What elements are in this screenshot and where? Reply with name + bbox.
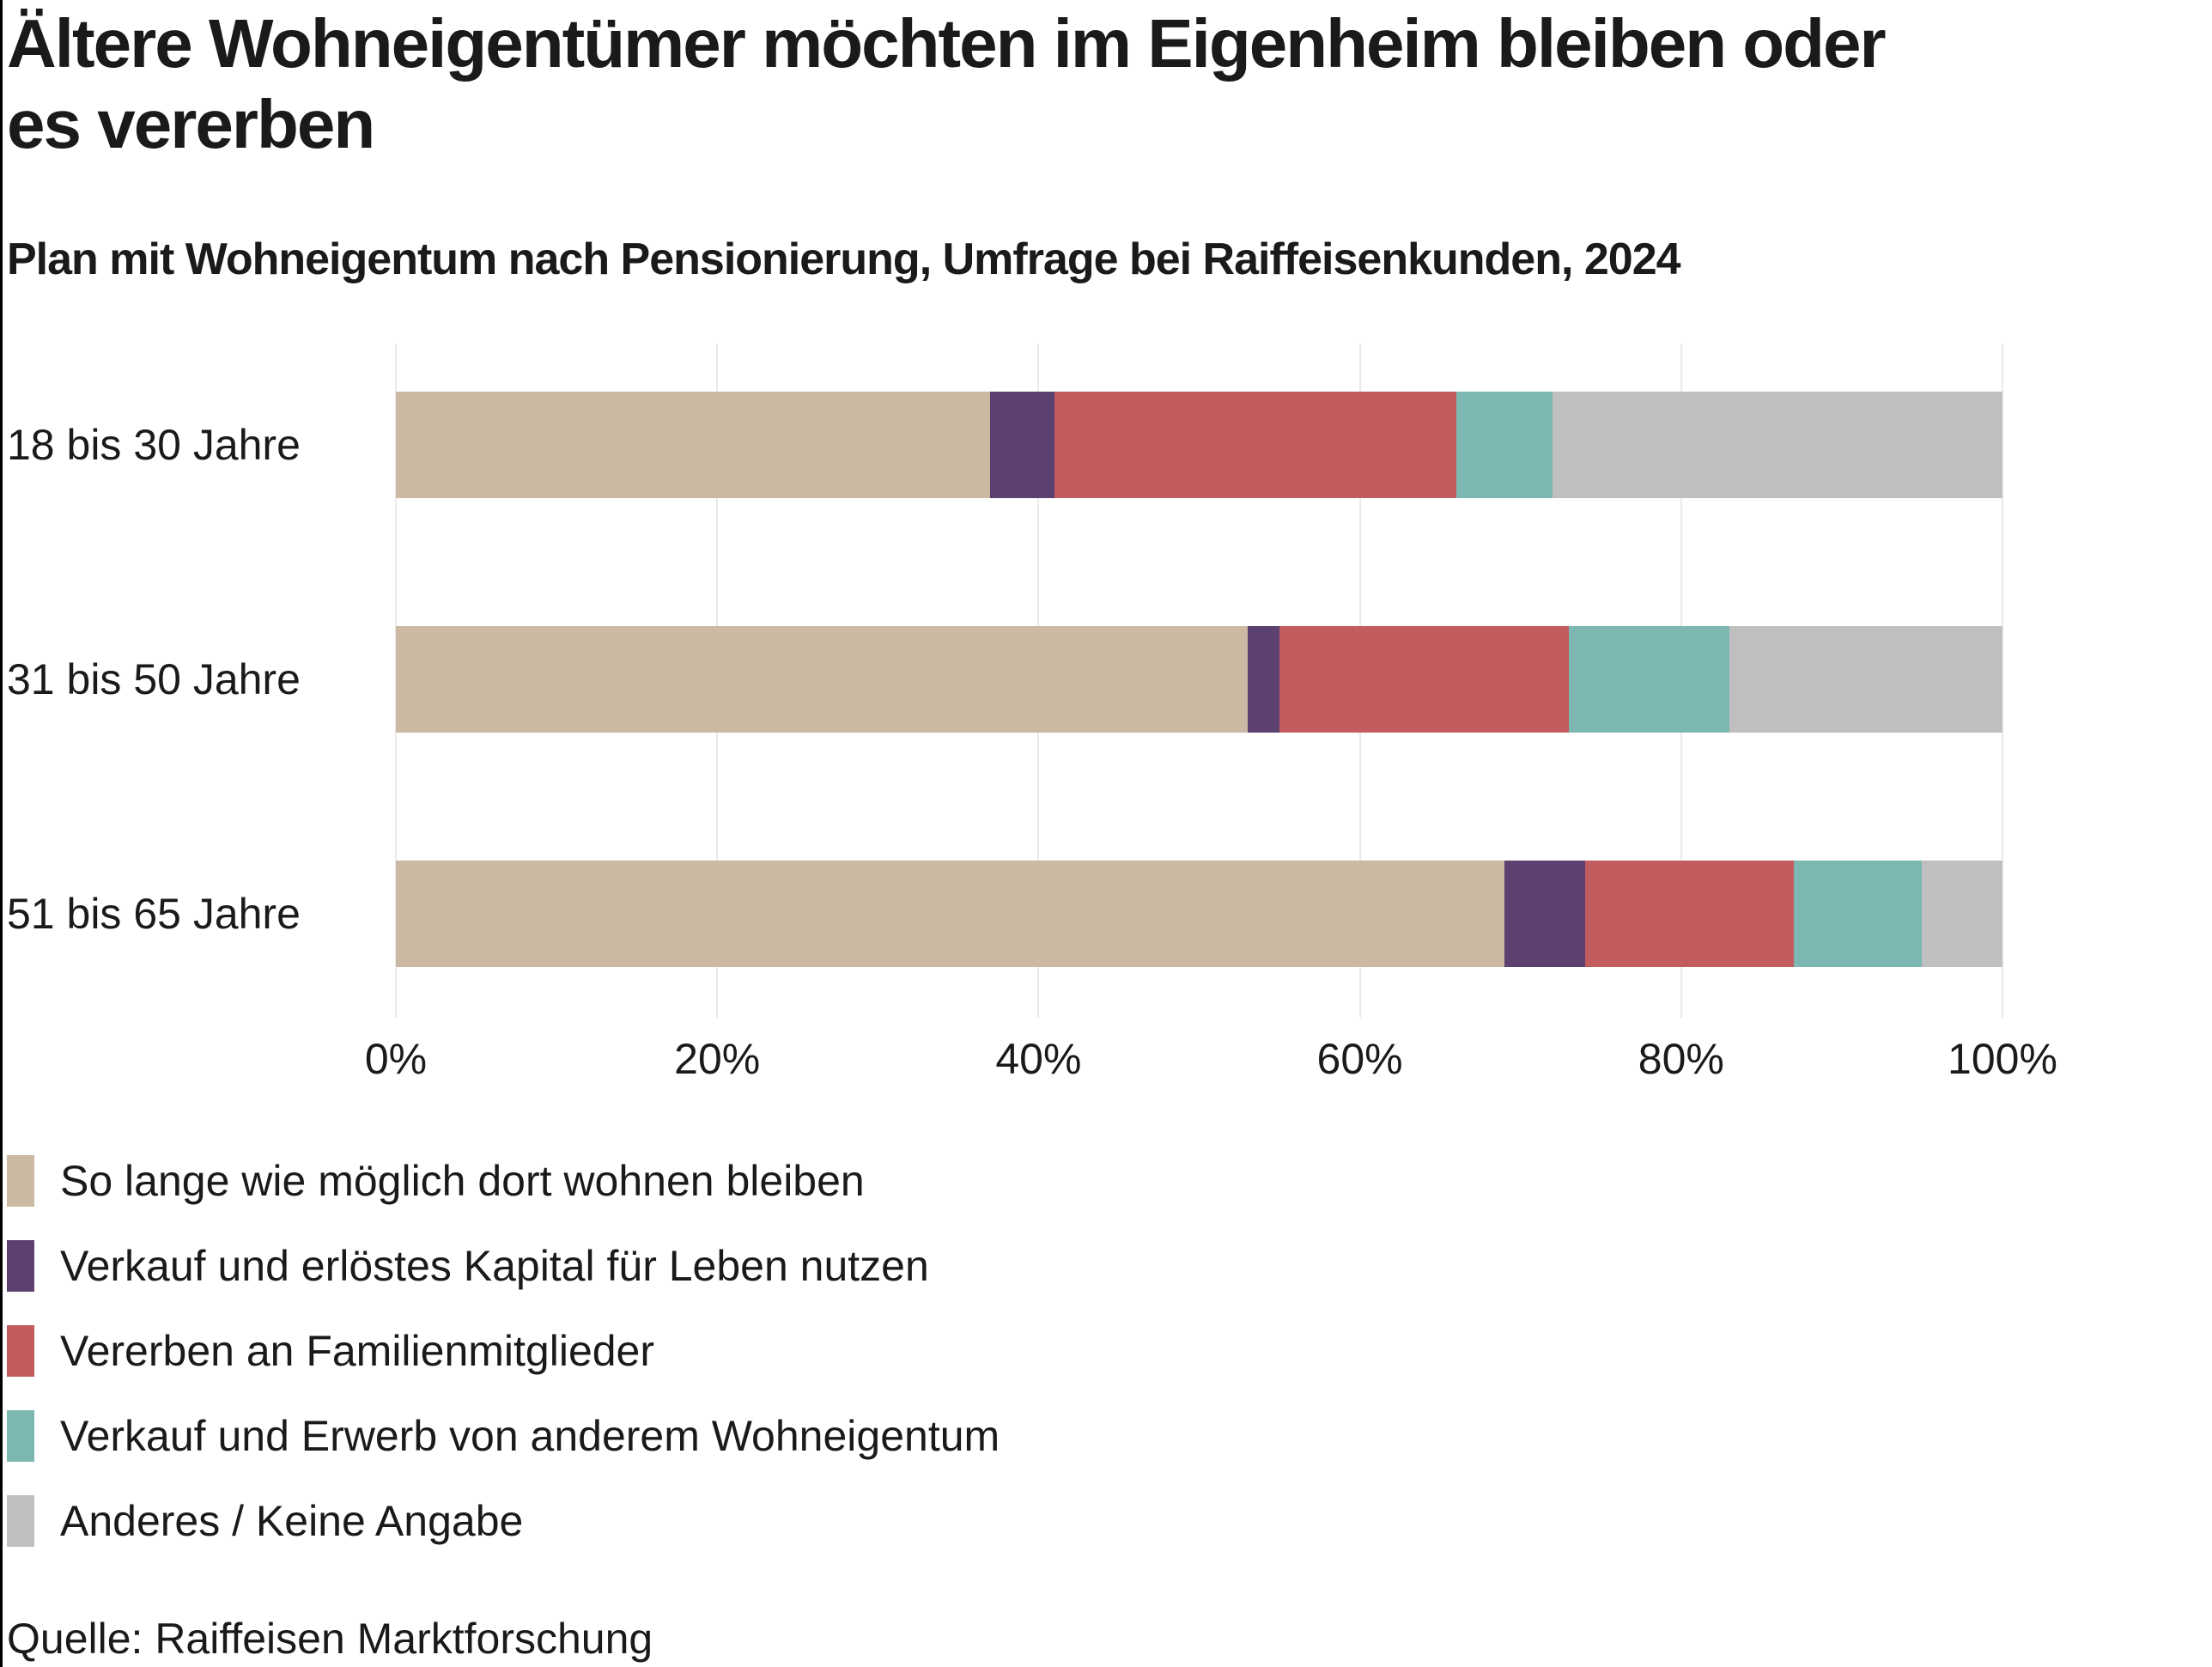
legend-item-5: Anderes / Keine Angabe xyxy=(7,1495,1000,1547)
bar-segment-row3-series5 xyxy=(1922,861,2002,967)
category-label-3: 51 bis 65 Jahre xyxy=(7,890,301,938)
x-tick-label-40pct: 40% xyxy=(995,1035,1082,1083)
bar-segment-row1-series3 xyxy=(1054,392,1456,498)
chart-title: Ältere Wohneigentümer möchten im Eigenhe… xyxy=(7,3,1887,165)
legend-swatch-1 xyxy=(7,1155,34,1207)
bar-segment-row3-series3 xyxy=(1584,861,1794,967)
bar-segment-row2-series5 xyxy=(1729,626,2002,733)
x-tick-label-80pct: 80% xyxy=(1638,1035,1724,1083)
legend-item-2: Verkauf und erlöstes Kapital für Leben n… xyxy=(7,1240,1000,1292)
chart-subtitle: Plan mit Wohneigentum nach Pensionierung… xyxy=(7,234,1681,284)
bar-segment-row1-series5 xyxy=(1553,392,2002,498)
source-note: Quelle: Raiffeisen Marktforschung xyxy=(7,1615,653,1663)
bar-row-2 xyxy=(396,626,2002,733)
legend-label-5: Anderes / Keine Angabe xyxy=(60,1497,524,1545)
chart-title-line-1: Ältere Wohneigentümer möchten im Eigenhe… xyxy=(7,5,1887,82)
bar-row-1 xyxy=(396,392,2002,498)
bar-segment-row1-series1 xyxy=(396,392,991,498)
x-tick-label-100pct: 100% xyxy=(1948,1035,2057,1083)
legend-swatch-3 xyxy=(7,1325,34,1377)
bar-segment-row2-series2 xyxy=(1247,626,1280,733)
bar-segment-row2-series1 xyxy=(396,626,1248,733)
legend-swatch-4 xyxy=(7,1410,34,1462)
category-label-2: 31 bis 50 Jahre xyxy=(7,655,301,703)
bar-segment-row3-series1 xyxy=(396,861,1504,967)
legend: So lange wie möglich dort wohnen bleiben… xyxy=(7,1155,1000,1580)
plot-area xyxy=(395,344,2003,1018)
bar-segment-row3-series2 xyxy=(1504,861,1585,967)
bar-segment-row3-series4 xyxy=(1793,861,1923,967)
legend-item-3: Vererben an Familienmitglieder xyxy=(7,1325,1000,1377)
bar-segment-row1-series2 xyxy=(990,392,1055,498)
x-tick-label-0pct: 0% xyxy=(364,1035,428,1083)
x-tick-label-60pct: 60% xyxy=(1316,1035,1403,1083)
bar-row-3 xyxy=(396,861,2002,967)
bar-segment-row2-series4 xyxy=(1568,626,1729,733)
gridline-100pct xyxy=(2002,344,2003,1018)
chart-title-line-2: es vererben xyxy=(7,86,375,162)
legend-item-1: So lange wie möglich dort wohnen bleiben xyxy=(7,1155,1000,1207)
legend-swatch-2 xyxy=(7,1240,34,1292)
bar-segment-row1-series4 xyxy=(1455,392,1553,498)
legend-item-4: Verkauf und Erwerb von anderem Wohneigen… xyxy=(7,1410,1000,1462)
legend-label-4: Verkauf und Erwerb von anderem Wohneigen… xyxy=(60,1412,1000,1460)
legend-swatch-5 xyxy=(7,1495,34,1547)
category-label-1: 18 bis 30 Jahre xyxy=(7,421,301,469)
x-tick-label-20pct: 20% xyxy=(674,1035,761,1083)
bar-segment-row2-series3 xyxy=(1279,626,1569,733)
legend-label-1: So lange wie möglich dort wohnen bleiben xyxy=(60,1157,865,1205)
legend-label-2: Verkauf und erlöstes Kapital für Leben n… xyxy=(60,1242,929,1290)
legend-label-3: Vererben an Familienmitglieder xyxy=(60,1327,655,1375)
